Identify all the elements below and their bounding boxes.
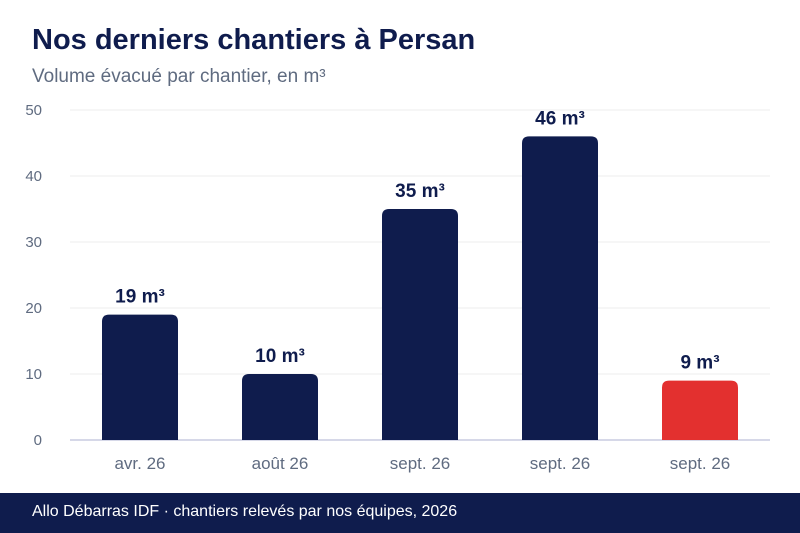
bar xyxy=(102,314,178,440)
x-category-label: sept. 26 xyxy=(530,454,591,473)
bar xyxy=(242,374,318,440)
y-tick-label: 50 xyxy=(25,102,42,119)
footer-bar: Allo Débarras IDF · chantiers relevés pa… xyxy=(0,493,800,533)
bar-value-label: 46 m³ xyxy=(535,108,585,129)
bar xyxy=(522,136,598,440)
bar xyxy=(382,209,458,440)
bar-value-label: 35 m³ xyxy=(395,181,445,202)
bar xyxy=(662,380,738,440)
y-tick-label: 10 xyxy=(25,366,42,383)
x-category-label: sept. 26 xyxy=(670,454,731,473)
chart-subtitle: Volume évacué par chantier, en m³ xyxy=(32,66,326,87)
y-tick-label: 30 xyxy=(25,234,42,251)
y-tick-label: 20 xyxy=(25,300,42,317)
bar-value-label: 10 m³ xyxy=(255,346,305,367)
y-tick-label: 0 xyxy=(34,432,42,449)
chart-title: Nos derniers chantiers à Persan xyxy=(32,24,476,56)
y-tick-label: 40 xyxy=(25,168,42,185)
x-category-label: août 26 xyxy=(252,454,309,473)
footer-source-text: Allo Débarras IDF · chantiers relevés pa… xyxy=(32,503,458,520)
bar-value-label: 9 m³ xyxy=(680,353,719,374)
bar-value-label: 19 m³ xyxy=(115,287,165,308)
bar-chart: 0 10 20 30 40 50 19 m³ avr. 26 10 m³ août 26 35 m³… xyxy=(25,102,770,473)
x-category-label: sept. 26 xyxy=(390,454,451,473)
x-category-label: avr. 26 xyxy=(114,454,165,473)
